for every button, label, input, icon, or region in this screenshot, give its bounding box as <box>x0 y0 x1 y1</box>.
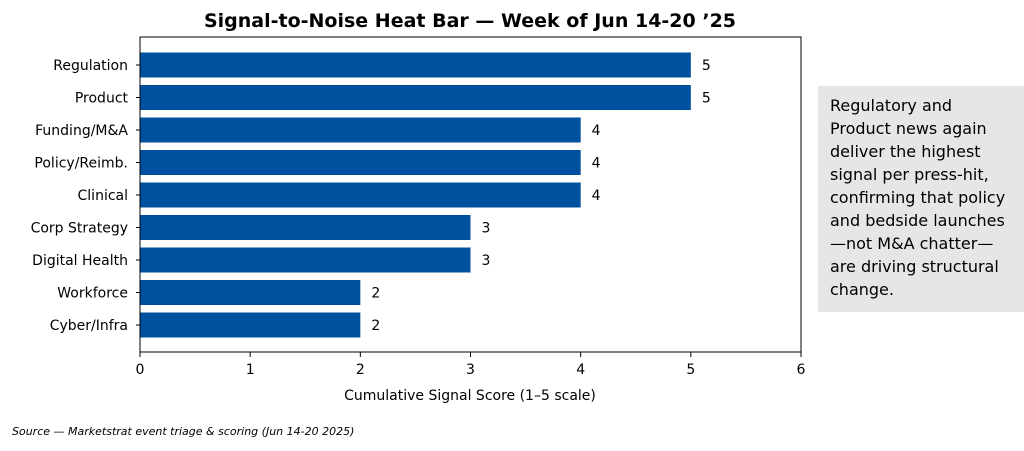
data-label: 4 <box>592 123 601 139</box>
y-tick-label: Digital Health <box>32 253 128 269</box>
x-axis-label: Cumulative Signal Score (1–5 scale) <box>344 388 596 404</box>
bar-cyber-infra <box>140 312 361 338</box>
y-tick-label: Funding/M&A <box>35 123 128 139</box>
data-label: 3 <box>482 253 491 269</box>
x-tick-label: 3 <box>466 362 475 378</box>
bar-policy-reimb <box>140 150 581 175</box>
x-axis: Regulation Product Funding/M&A Policy/Reimb… <box>31 58 806 378</box>
bar-corp-strategy <box>140 215 471 240</box>
source-note: Source — Marketstrat event triage & scor… <box>12 425 355 438</box>
annotation-text: Regulatory and Product news again delive… <box>830 96 1006 299</box>
x-tick-label: 6 <box>797 362 806 378</box>
x-tick-label: 1 <box>246 362 255 378</box>
bar-product <box>140 85 691 110</box>
bar-clinical <box>140 182 581 208</box>
y-tick-label: Clinical <box>78 188 128 204</box>
data-label: 4 <box>592 188 601 204</box>
data-label: 2 <box>371 286 380 302</box>
bar-funding-m-a <box>140 117 581 143</box>
data-label: 2 <box>371 318 380 334</box>
data-label: 3 <box>482 221 491 237</box>
chart-title: Signal-to-Noise Heat Bar — Week of Jun 1… <box>204 10 736 32</box>
x-tick-label: 4 <box>576 362 585 378</box>
data-label: 5 <box>702 58 711 74</box>
bar-regulation <box>140 52 691 78</box>
y-tick-label: Corp Strategy <box>31 221 128 237</box>
data-label: 4 <box>592 156 601 172</box>
y-tick-label: Cyber/Infra <box>50 318 128 334</box>
x-tick-label: 5 <box>686 362 695 378</box>
y-tick-label: Policy/Reimb. <box>34 156 128 172</box>
y-tick-label: Product <box>75 91 129 107</box>
bars-layer: 5 5 4 4 4 3 3 2 2 <box>140 52 711 338</box>
plot-frame <box>139 36 802 353</box>
data-label: 5 <box>702 91 711 107</box>
y-tick-label: Regulation <box>53 58 128 74</box>
bar-digital-health <box>140 247 471 273</box>
y-tick-label: Workforce <box>57 286 128 302</box>
x-tick-label: 2 <box>356 362 365 378</box>
bar-workforce <box>140 280 361 305</box>
annotation-box: Regulatory and Product news again delive… <box>818 86 1024 312</box>
x-tick-label: 0 <box>136 362 145 378</box>
